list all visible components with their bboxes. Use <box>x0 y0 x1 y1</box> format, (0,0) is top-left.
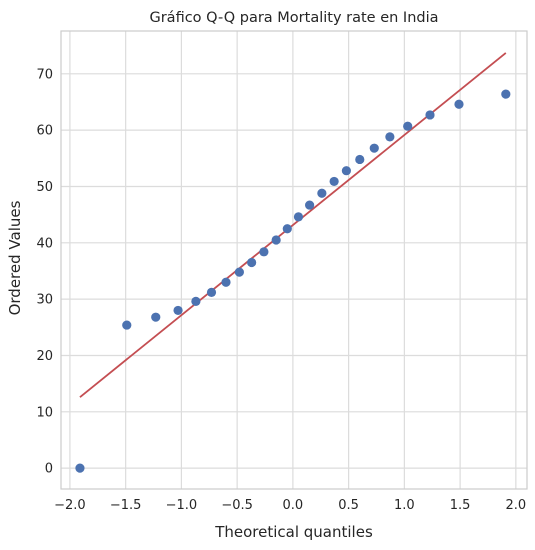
x-axis-label: Theoretical quantiles <box>214 523 373 541</box>
x-tick-label: 1.5 <box>450 498 471 513</box>
x-tick-label: −1.5 <box>110 498 142 513</box>
data-point <box>191 296 201 307</box>
data-point <box>425 110 435 120</box>
data-point <box>329 176 339 187</box>
plot-frame <box>60 30 528 490</box>
data-point <box>271 235 281 245</box>
y-tick-label: 30 <box>36 293 53 308</box>
data-point <box>75 463 85 473</box>
data-point <box>122 320 132 330</box>
plot-area: −2.0 −1.5 −1.0 −0.5 0.0 0.5 1.0 1.5 2.0 0 10 20 30 40… <box>36 30 528 513</box>
y-tick-label: 20 <box>36 349 53 364</box>
data-point <box>385 132 395 142</box>
data-point <box>206 287 217 297</box>
data-point <box>259 247 269 257</box>
x-tick-label: 2.0 <box>506 498 527 513</box>
fit-line <box>79 52 507 398</box>
data-point <box>369 143 379 153</box>
data-point <box>305 200 315 210</box>
data-point <box>247 257 257 268</box>
x-tick-label: 1.0 <box>394 498 415 513</box>
y-tick-label: 0 <box>45 462 53 477</box>
data-point <box>221 277 231 287</box>
data-point <box>234 267 244 277</box>
y-axis-label: Ordered Values <box>6 200 24 315</box>
y-tick-label: 50 <box>36 180 53 195</box>
data-point <box>317 188 327 198</box>
y-tick-label: 70 <box>36 67 53 82</box>
data-point <box>501 89 511 99</box>
x-tick-label: −0.5 <box>221 498 253 513</box>
data-point <box>355 154 365 165</box>
data-point <box>341 166 351 176</box>
x-tick-label: 0.0 <box>283 498 304 513</box>
data-point <box>403 121 413 131</box>
data-point <box>293 212 304 222</box>
data-point <box>282 224 292 234</box>
y-tick-label: 40 <box>36 236 53 251</box>
x-tick-label: −2.0 <box>54 498 86 513</box>
data-point <box>454 99 464 109</box>
y-tick-label: 10 <box>36 405 53 420</box>
chart-title: Gráfico Q-Q para Mortality rate en India <box>149 10 438 26</box>
data-point <box>173 305 183 316</box>
data-point <box>151 312 161 322</box>
x-tick-label: 0.5 <box>338 498 359 513</box>
x-tick-label: −1.0 <box>166 498 198 513</box>
y-tick-label: 60 <box>36 124 53 139</box>
